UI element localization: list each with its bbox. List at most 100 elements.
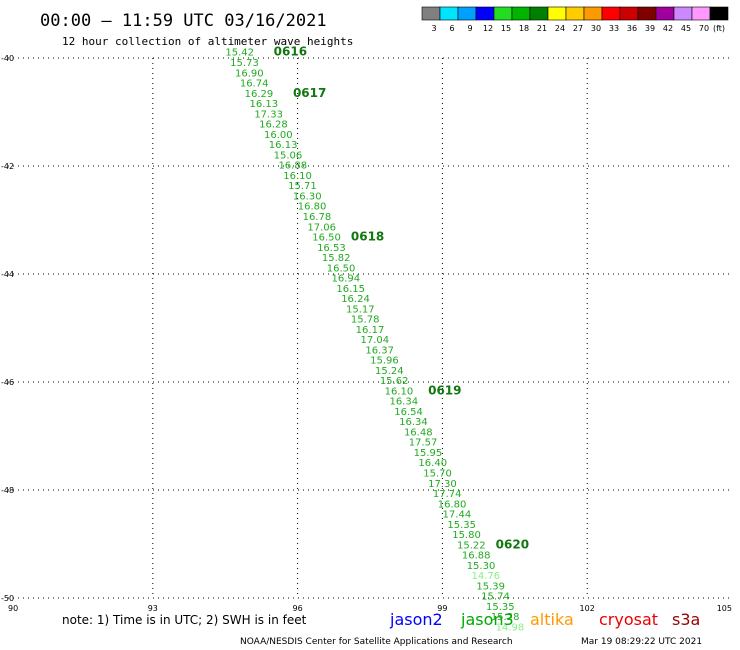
legend-label: 70 bbox=[699, 24, 709, 33]
wave-height-point: 16.48 bbox=[404, 427, 433, 438]
legend-swatch bbox=[493, 6, 513, 21]
x-tick-label: 93 bbox=[148, 604, 158, 613]
legend-label: 3 bbox=[431, 24, 436, 33]
satellite-name: jason3 bbox=[460, 610, 514, 629]
footer-note: note: 1) Time is in UTC; 2) SWH is in fe… bbox=[62, 613, 307, 627]
wave-height-point: 16.74 bbox=[240, 79, 269, 90]
wave-height-point: 15.17 bbox=[346, 304, 375, 315]
legend-label: 9 bbox=[467, 24, 472, 33]
wave-height-point: 17.57 bbox=[409, 438, 438, 449]
legend-label: 27 bbox=[573, 24, 583, 33]
time-label: 0617 bbox=[293, 86, 326, 100]
wave-height-point: 16.10 bbox=[283, 171, 312, 182]
wave-height-point: 15.24 bbox=[375, 366, 404, 377]
legend-swatch bbox=[709, 6, 729, 21]
wave-height-point: 15.62 bbox=[380, 376, 409, 387]
wave-height-point: 15.95 bbox=[414, 448, 443, 459]
legend-label: 45 bbox=[681, 24, 691, 33]
legend-label: 33 bbox=[609, 24, 619, 33]
satellite-legend: jason2 jason3 altika cryosat s3a bbox=[389, 610, 700, 629]
wave-height-point: 15.06 bbox=[274, 150, 303, 161]
legend-swatch bbox=[583, 6, 603, 21]
wave-height-point: 15.42 bbox=[225, 47, 254, 58]
legend-label: 15 bbox=[501, 24, 511, 33]
wave-height-point: 17.04 bbox=[361, 335, 390, 346]
x-tick-label: 99 bbox=[437, 604, 447, 613]
wave-height-point: 16.34 bbox=[389, 397, 418, 408]
wave-height-point: 15.73 bbox=[230, 58, 259, 69]
time-label: 0616 bbox=[274, 44, 307, 58]
legend-label: 12 bbox=[483, 24, 493, 33]
wave-height-point: 16.78 bbox=[303, 212, 332, 223]
satellite-name: jason2 bbox=[389, 610, 443, 629]
satellite-name: cryosat bbox=[599, 610, 658, 629]
wave-height-point: 16.34 bbox=[399, 417, 428, 428]
footer-credit: NOAA/NESDIS Center for Satellite Applica… bbox=[240, 637, 513, 647]
wave-height-point: 17.30 bbox=[428, 479, 457, 490]
data-points: 15.4215.7316.9016.7416.2916.1317.3316.28… bbox=[225, 47, 524, 633]
wave-height-point: 15.28 bbox=[491, 612, 520, 623]
legend-label: 36 bbox=[627, 24, 637, 33]
wave-height-point: 16.88 bbox=[462, 551, 491, 562]
legend-label: 24 bbox=[555, 24, 565, 33]
wave-height-point: 15.39 bbox=[476, 581, 505, 592]
chart-title: 00:00 – 11:59 UTC 03/16/2021 bbox=[40, 11, 327, 31]
time-label: 0620 bbox=[496, 537, 529, 551]
legend-label: 42 bbox=[663, 24, 673, 33]
wave-height-point: 15.30 bbox=[467, 561, 496, 572]
legend-label: 21 bbox=[537, 24, 547, 33]
time-labels: 0616 0617 0618 0619 0620 bbox=[274, 44, 529, 551]
footer-timestamp: Mar 19 08:29:22 UTC 2021 bbox=[581, 637, 702, 647]
legend-swatch bbox=[439, 6, 459, 21]
x-axis: 90 93 96 99 102 105 bbox=[8, 604, 732, 613]
wave-height-point: 16.28 bbox=[259, 120, 288, 131]
wave-height-point: 15.22 bbox=[457, 540, 486, 551]
wave-height-point: 15.74 bbox=[481, 592, 510, 603]
legend-swatch bbox=[547, 6, 567, 21]
wave-height-point: 17.44 bbox=[443, 510, 472, 521]
legend-label: 39 bbox=[645, 24, 655, 33]
color-legend: 3 6 9 12 15 18 21 24 27 30 33 36 39 42 45 70 bbox=[421, 6, 729, 33]
wave-height-point: 17.74 bbox=[433, 489, 462, 500]
wave-height-point: 15.78 bbox=[351, 315, 380, 326]
legend-swatch bbox=[457, 6, 477, 21]
legend-label: 6 bbox=[449, 24, 454, 33]
x-tick-label: 102 bbox=[580, 604, 595, 613]
legend-label: 18 bbox=[519, 24, 529, 33]
satellite-name: s3a bbox=[672, 610, 700, 629]
wave-height-point: 15.96 bbox=[370, 356, 399, 367]
legend-swatch bbox=[529, 6, 549, 21]
wave-height-point: 16.50 bbox=[312, 233, 341, 244]
chart-subtitle: 12 hour collection of altimeter wave hei… bbox=[62, 35, 353, 48]
legend-label: 30 bbox=[591, 24, 601, 33]
wave-height-point: 15.71 bbox=[288, 181, 317, 192]
wave-height-point: 16.94 bbox=[332, 274, 361, 285]
wave-height-point: 16.88 bbox=[278, 161, 307, 172]
legend-swatch bbox=[619, 6, 639, 21]
wave-height-point: 15.70 bbox=[423, 469, 452, 480]
wave-height-point: 16.37 bbox=[365, 345, 394, 356]
wave-height-point: 15.35 bbox=[486, 602, 515, 613]
wave-height-point: 16.17 bbox=[356, 325, 385, 336]
legend-swatch bbox=[673, 6, 693, 21]
x-tick-label: 90 bbox=[8, 604, 18, 613]
wave-height-point: 16.80 bbox=[298, 202, 327, 213]
wave-height-point: 16.13 bbox=[249, 99, 278, 110]
legend-swatch bbox=[565, 6, 585, 21]
satellite-name: altika bbox=[530, 610, 574, 629]
y-tick-label: -48 bbox=[1, 486, 14, 495]
wave-height-point: 14.76 bbox=[472, 571, 501, 582]
x-tick-label: 105 bbox=[717, 604, 732, 613]
wave-height-point: 17.33 bbox=[254, 109, 283, 120]
legend-swatch bbox=[601, 6, 621, 21]
wave-height-point: 16.13 bbox=[269, 140, 298, 151]
y-tick-label: -42 bbox=[1, 162, 14, 171]
wave-height-point: 16.00 bbox=[264, 130, 293, 141]
legend-swatch bbox=[475, 6, 495, 21]
y-axis: -40 -42 -44 -46 -48 -50 bbox=[1, 54, 14, 603]
wave-height-point: 16.10 bbox=[385, 386, 414, 397]
y-tick-label: -50 bbox=[1, 594, 14, 603]
wave-height-point: 16.30 bbox=[293, 191, 322, 202]
wave-height-point: 15.82 bbox=[322, 253, 351, 264]
